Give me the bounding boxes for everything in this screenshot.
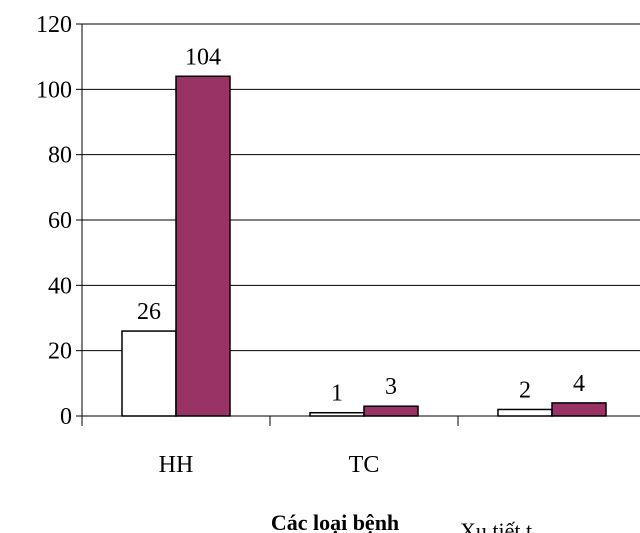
x-tick-label-TC: TC bbox=[349, 452, 380, 478]
x-tick-label-HH: HH bbox=[159, 452, 194, 478]
bar-series2-TC bbox=[363, 405, 419, 417]
y-tick-label-60: 60 bbox=[48, 208, 72, 234]
data-label-series1-HH: 26 bbox=[137, 299, 161, 325]
bar-series2-cat3 bbox=[551, 402, 607, 417]
data-label-series2-cat3: 4 bbox=[573, 371, 585, 397]
gridlines bbox=[82, 23, 640, 352]
data-labels: 26 104 1 3 2 4 bbox=[137, 44, 585, 406]
y-tick-label-40: 40 bbox=[48, 273, 72, 299]
data-label-series1-cat3: 2 bbox=[519, 377, 531, 403]
y-tick-label-120: 120 bbox=[36, 12, 72, 38]
x-tick-labels: HH TC bbox=[159, 452, 380, 478]
bar-series1-HH bbox=[121, 330, 177, 417]
y-tick-label-0: 0 bbox=[60, 404, 72, 430]
bars bbox=[121, 75, 607, 417]
bar-series2-HH bbox=[175, 75, 231, 417]
axes bbox=[76, 23, 640, 426]
data-label-series2-HH: 104 bbox=[185, 44, 221, 70]
data-label-series2-TC: 3 bbox=[385, 374, 397, 400]
y-tick-label-80: 80 bbox=[48, 143, 72, 169]
bar-series1-cat3 bbox=[497, 408, 553, 417]
x-axis-title: Các loại bệnh bbox=[271, 510, 399, 533]
y-tick-labels: 0 20 40 60 80 100 120 bbox=[36, 12, 72, 430]
y-tick-label-20: 20 bbox=[48, 339, 72, 365]
y-tick-label-100: 100 bbox=[36, 77, 72, 103]
data-label-series1-TC: 1 bbox=[331, 381, 343, 407]
cutoff-text: Xu tiết t bbox=[460, 518, 532, 533]
